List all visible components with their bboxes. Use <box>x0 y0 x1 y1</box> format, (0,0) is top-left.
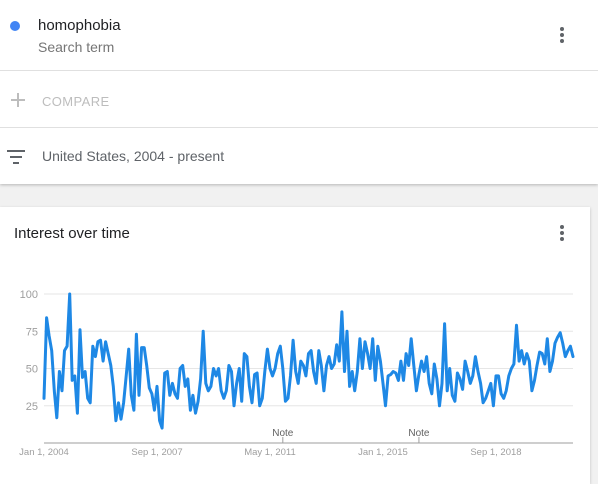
x-tick-label: May 1, 2011 <box>244 447 296 458</box>
x-tick-label: Sep 1, 2007 <box>131 447 182 458</box>
x-tick-label: Jan 1, 2015 <box>358 447 408 458</box>
region-time-filter[interactable]: United States, 2004 - present <box>0 127 598 184</box>
series-color-dot <box>10 21 20 31</box>
plus-icon <box>10 92 26 108</box>
filter-label: United States, 2004 - present <box>42 148 225 164</box>
search-term-subtitle: Search term <box>38 39 115 55</box>
x-tick-label: Sep 1, 2018 <box>470 447 521 458</box>
more-vert-icon[interactable] <box>552 23 572 47</box>
filter-icon <box>7 150 25 164</box>
chart-title: Interest over time <box>14 225 130 242</box>
search-panel: homophobia Search term COMPARE United St… <box>0 0 598 184</box>
compare-button[interactable]: COMPARE <box>0 70 598 127</box>
y-tick-label: 50 <box>26 364 38 376</box>
compare-label: COMPARE <box>42 94 110 109</box>
note-annotation: Note <box>408 428 430 439</box>
chart-more-vert-icon[interactable] <box>552 221 572 245</box>
y-tick-label: 75 <box>26 326 38 338</box>
series-line-homophobia <box>42 292 575 430</box>
y-tick-label: 25 <box>26 401 38 413</box>
y-tick-label: 100 <box>20 289 38 301</box>
search-term-name[interactable]: homophobia <box>38 17 121 34</box>
interest-over-time-card: Interest over time 25 50 75 100 Jan 1, 2004 S… <box>0 207 590 484</box>
x-tick-label: Jan 1, 2004 <box>19 447 69 458</box>
note-annotation: Note <box>272 428 294 439</box>
interest-line-chart: 25 50 75 100 Jan 1, 2004 Sep 1, 2007 May 1, 20… <box>19 289 575 458</box>
